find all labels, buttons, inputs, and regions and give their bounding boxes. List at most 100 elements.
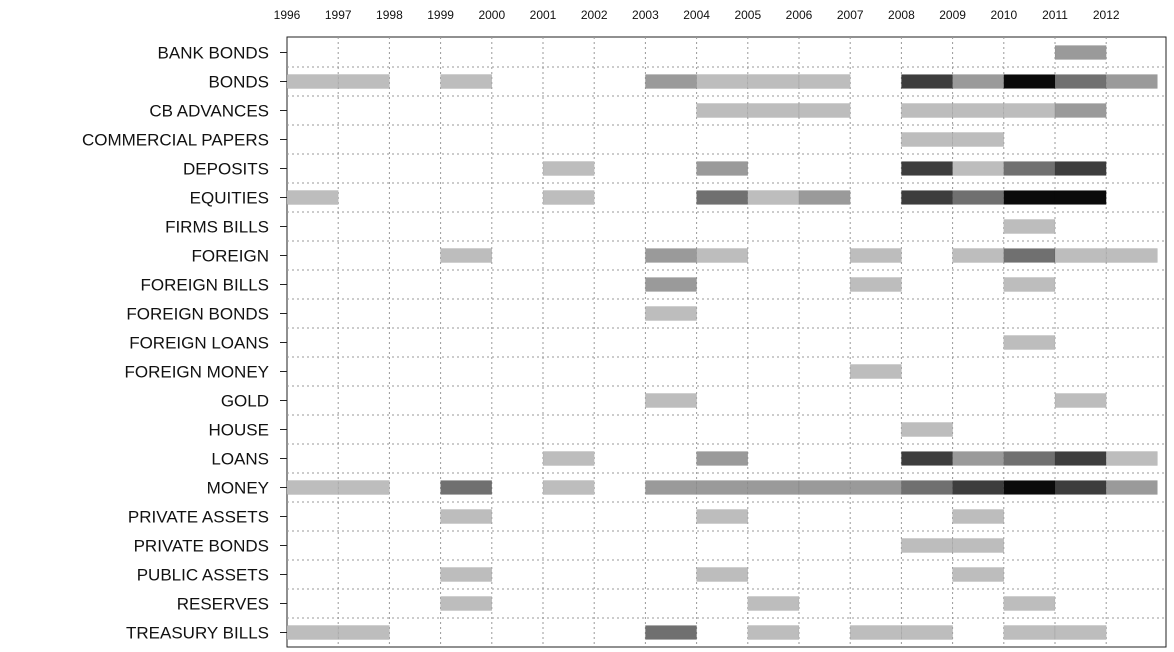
x-tick-label-2012: 2012 xyxy=(1093,8,1120,22)
cell-equities-2005 xyxy=(747,190,800,205)
cell-foreign-1999 xyxy=(440,248,493,263)
y-tick-label-money: MONEY xyxy=(207,479,269,498)
cell-foreign-bonds-2003 xyxy=(645,306,697,321)
cell-bonds-2009 xyxy=(952,74,1005,89)
cell-bonds-1999 xyxy=(440,74,493,89)
cell-deposits-2001 xyxy=(542,161,595,176)
x-tick-label-2001: 2001 xyxy=(530,8,557,22)
cell-money-2010 xyxy=(1003,480,1056,495)
cell-private-assets-1999 xyxy=(440,509,493,524)
cell-loans-2010 xyxy=(1003,451,1056,466)
cell-treasury-bills-2007 xyxy=(849,625,902,640)
cell-bonds-2010 xyxy=(1003,74,1056,89)
cell-bank-bonds-2011 xyxy=(1054,45,1107,60)
x-tick-label-1999: 1999 xyxy=(427,8,454,22)
cell-deposits-2008 xyxy=(901,161,953,176)
cell-foreign-loans-2010 xyxy=(1003,335,1056,350)
cell-commercial-papers-2008 xyxy=(901,132,953,147)
cell-gold-2011 xyxy=(1054,393,1107,408)
cell-money-1996 xyxy=(286,480,339,495)
y-tick-label-foreign-money: FOREIGN MONEY xyxy=(124,363,269,382)
cell-loans-2011 xyxy=(1054,451,1107,466)
x-axis-ticks: 1996 1997 1998 1999 2000 2001 2002 2003 2004 2005… xyxy=(274,8,1120,22)
cell-treasury-bills-2010 xyxy=(1003,625,1056,640)
x-tick-label-2006: 2006 xyxy=(786,8,813,22)
cell-house-2008 xyxy=(901,422,953,437)
y-tick-label-treasury-bills: TREASURY BILLS xyxy=(126,624,269,643)
y-tick-label-bank-bonds: BANK BONDS xyxy=(158,44,269,63)
x-tick-label-2003: 2003 xyxy=(632,8,659,22)
y-tick-label-cb-advances: CB ADVANCES xyxy=(149,102,269,121)
cell-loans-2004 xyxy=(696,451,749,466)
cell-bonds-2006 xyxy=(798,74,851,89)
cell-bonds-1996 xyxy=(286,74,339,89)
cell-equities-2006 xyxy=(798,190,851,205)
cell-money-2003 xyxy=(645,480,697,495)
y-tick-label-private-bonds: PRIVATE BONDS xyxy=(134,537,269,556)
cell-foreign-bills-2003 xyxy=(645,277,697,292)
x-tick-label-2005: 2005 xyxy=(734,8,761,22)
y-tick-label-public-assets: PUBLIC ASSETS xyxy=(137,566,269,585)
y-tick-label-loans: LOANS xyxy=(211,450,269,469)
cell-equities-1996 xyxy=(286,190,339,205)
cell-private-assets-2004 xyxy=(696,509,749,524)
cell-bonds-2011 xyxy=(1054,74,1107,89)
cell-bonds-2008 xyxy=(901,74,953,89)
y-tick-label-foreign-loans: FOREIGN LOANS xyxy=(129,334,269,353)
cell-money-1997 xyxy=(337,480,390,495)
cell-deposits-2004 xyxy=(696,161,749,176)
cell-foreign-2012 xyxy=(1105,248,1158,263)
cell-bonds-1997 xyxy=(337,74,390,89)
cell-money-2009 xyxy=(952,480,1005,495)
cell-firms-bills-2010 xyxy=(1003,219,1056,234)
cell-equities-2009 xyxy=(952,190,1005,205)
cell-cb-advances-2004 xyxy=(696,103,749,118)
cell-cb-advances-2010 xyxy=(1003,103,1056,118)
x-tick-label-2004: 2004 xyxy=(683,8,710,22)
y-tick-label-firms-bills: FIRMS BILLS xyxy=(165,218,269,237)
y-tick-label-gold: GOLD xyxy=(221,392,269,411)
cell-reserves-2005 xyxy=(747,596,800,611)
cell-money-2011 xyxy=(1054,480,1107,495)
cell-cb-advances-2008 xyxy=(901,103,953,118)
cell-loans-2008 xyxy=(901,451,953,466)
cell-commercial-papers-2009 xyxy=(952,132,1005,147)
cell-gold-2003 xyxy=(645,393,697,408)
cell-foreign-2004 xyxy=(696,248,749,263)
cell-cb-advances-2009 xyxy=(952,103,1005,118)
y-tick-label-commercial-papers: COMMERCIAL PAPERS xyxy=(82,131,269,150)
cell-equities-2008 xyxy=(901,190,953,205)
cell-bonds-2012 xyxy=(1105,74,1158,89)
cell-bonds-2004 xyxy=(696,74,749,89)
heatmap-cells xyxy=(286,45,1158,640)
y-tick-label-foreign-bills: FOREIGN BILLS xyxy=(141,276,269,295)
cell-foreign-2009 xyxy=(952,248,1005,263)
cell-equities-2011 xyxy=(1054,190,1107,205)
cell-treasury-bills-2005 xyxy=(747,625,800,640)
cell-loans-2012 xyxy=(1105,451,1158,466)
y-tick-label-equities: EQUITIES xyxy=(190,189,269,208)
x-tick-label-2009: 2009 xyxy=(939,8,966,22)
cell-equities-2004 xyxy=(696,190,749,205)
cell-bonds-2003 xyxy=(645,74,697,89)
cell-money-2004 xyxy=(696,480,749,495)
x-tick-label-2000: 2000 xyxy=(478,8,505,22)
cell-treasury-bills-2011 xyxy=(1054,625,1107,640)
cell-deposits-2011 xyxy=(1054,161,1107,176)
cell-foreign-2007 xyxy=(849,248,902,263)
cell-money-2008 xyxy=(901,480,953,495)
y-tick-label-private-assets: PRIVATE ASSETS xyxy=(128,508,269,527)
cell-treasury-bills-1997 xyxy=(337,625,390,640)
cell-deposits-2009 xyxy=(952,161,1005,176)
y-tick-label-foreign: FOREIGN xyxy=(192,247,269,266)
cell-foreign-money-2007 xyxy=(849,364,902,379)
cell-treasury-bills-2003 xyxy=(645,625,697,640)
cell-foreign-bills-2007 xyxy=(849,277,902,292)
cell-loans-2009 xyxy=(952,451,1005,466)
cell-foreign-bills-2010 xyxy=(1003,277,1056,292)
y-tick-label-bonds: BONDS xyxy=(209,73,269,92)
x-tick-label-1996: 1996 xyxy=(274,8,301,22)
cell-money-2005 xyxy=(747,480,800,495)
cell-equities-2010 xyxy=(1003,190,1056,205)
